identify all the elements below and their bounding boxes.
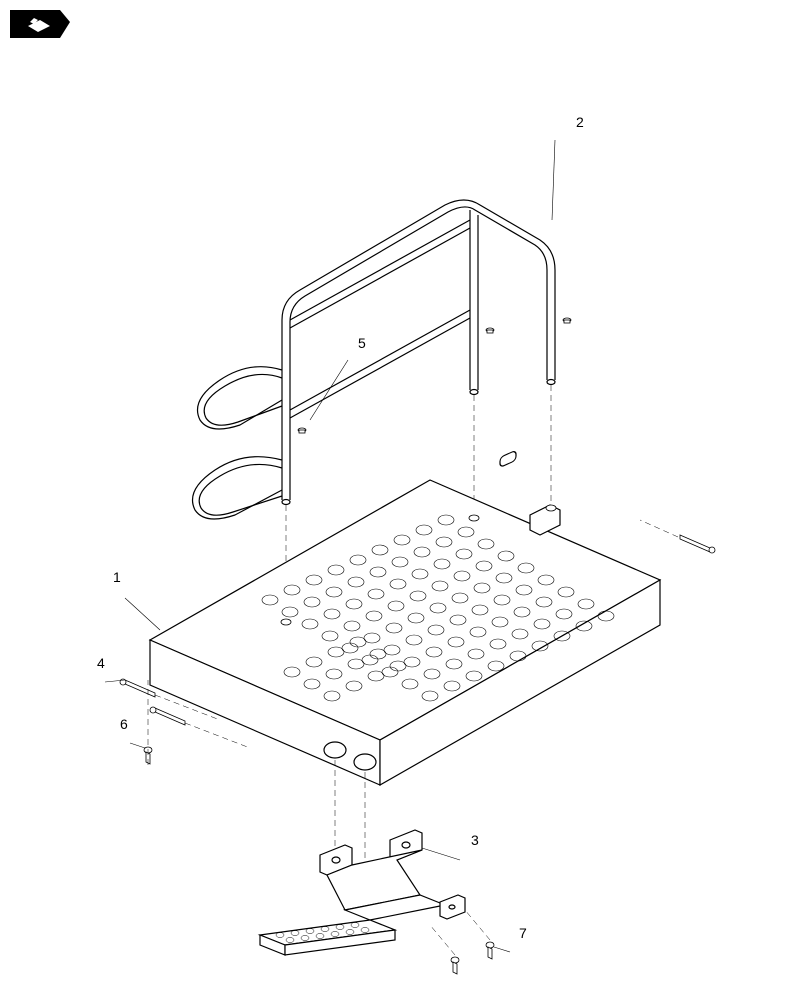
bolt-5c <box>563 318 571 323</box>
callout-1: 1 <box>113 569 121 585</box>
callout-6: 6 <box>120 716 128 732</box>
platform-part <box>150 450 660 785</box>
page-mode-icon <box>10 10 70 38</box>
bolt-4b <box>150 707 185 725</box>
step-bracket-part <box>260 830 465 955</box>
callout-3: 3 <box>471 832 479 848</box>
callout-7: 7 <box>519 925 527 941</box>
callout-5: 5 <box>358 335 366 351</box>
callout-2: 2 <box>576 114 584 130</box>
bolt-7a <box>486 942 494 959</box>
bolt-5a <box>298 428 306 433</box>
bolt-7b <box>451 957 459 974</box>
bolt-right <box>680 535 715 553</box>
callout-4: 4 <box>97 655 105 671</box>
handrail-part <box>193 200 556 519</box>
exploded-diagram <box>0 40 812 1000</box>
bolt-5b <box>486 328 494 333</box>
